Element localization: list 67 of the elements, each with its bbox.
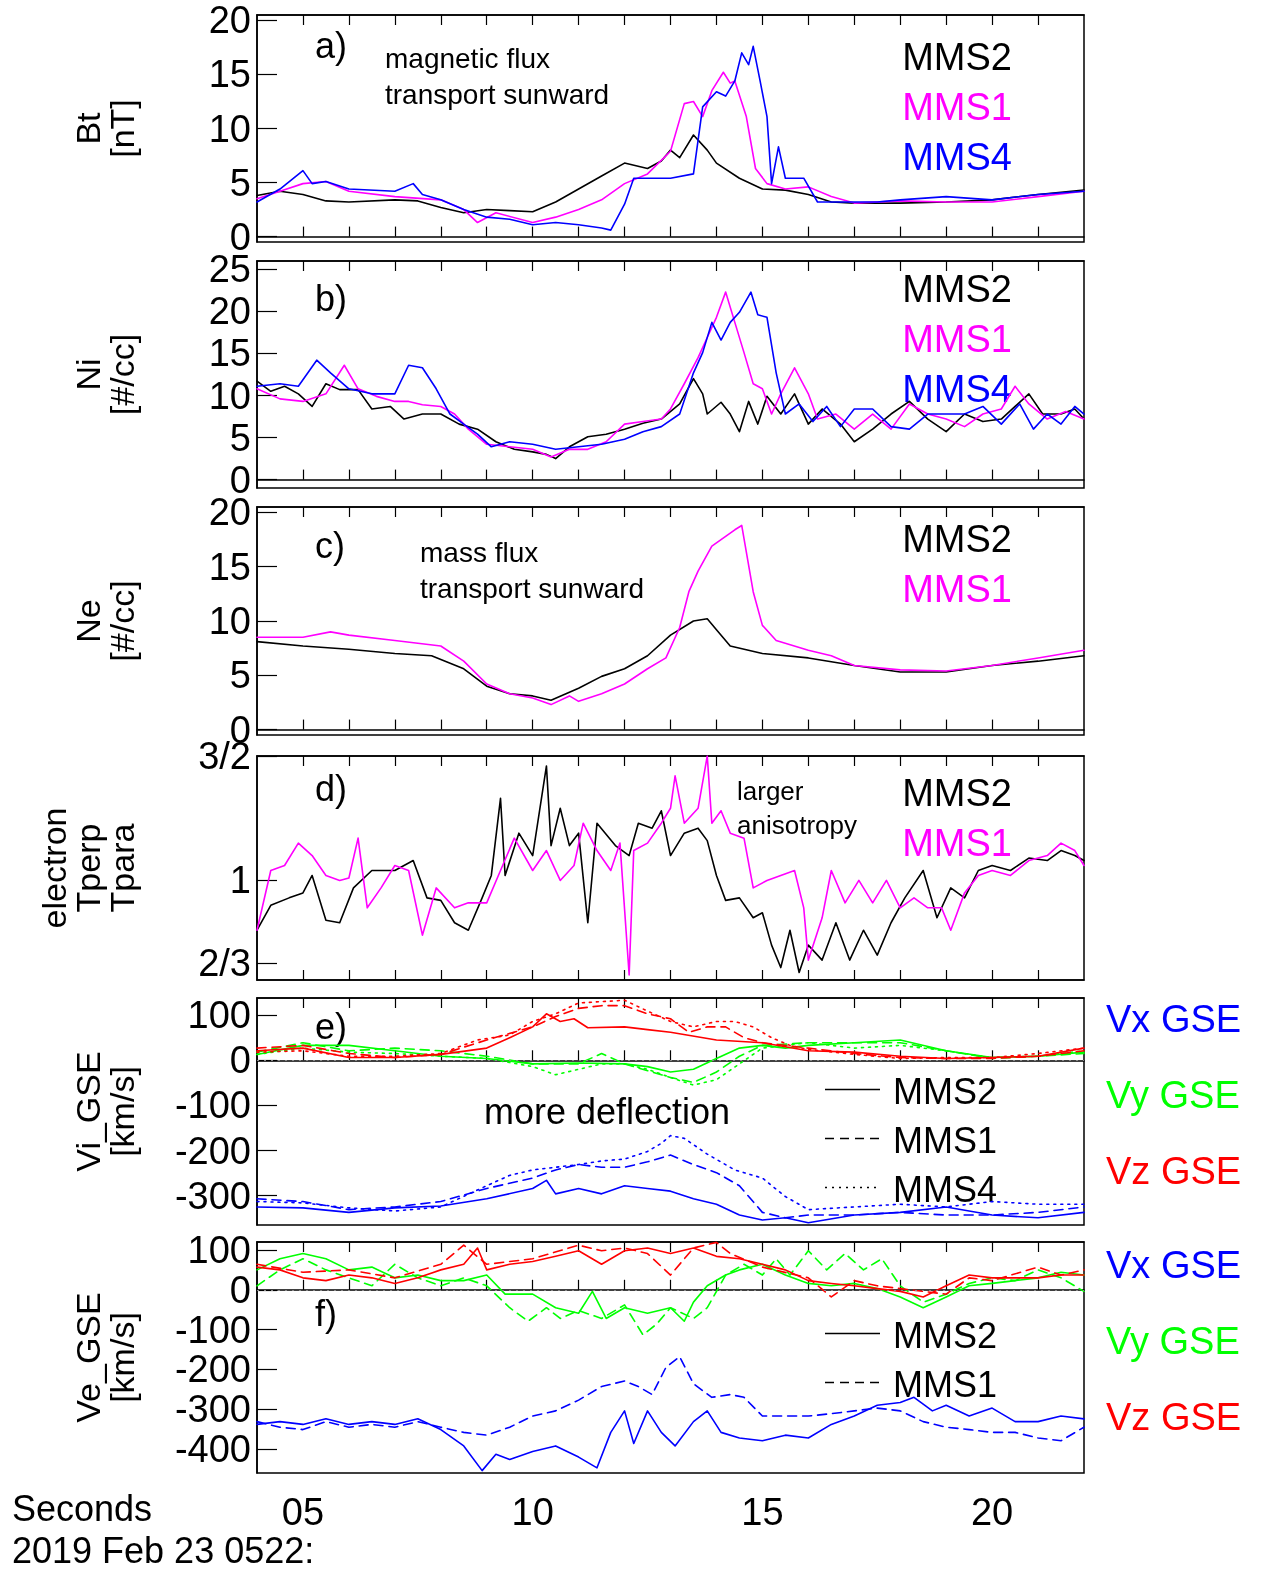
y-axis-title: Bt [nT] xyxy=(69,99,141,158)
y-tick-label: -200 xyxy=(174,1129,251,1172)
legend-label: MMS2 xyxy=(902,518,1013,560)
legend-label: MMS2 xyxy=(902,36,1013,78)
y-tick-label: 1 xyxy=(229,859,251,902)
series-label: MMS1 xyxy=(902,86,1013,128)
text: Vx GSE xyxy=(1106,998,1242,1040)
x-tick-label: 15 xyxy=(741,1491,784,1533)
y-tick-label: -200 xyxy=(174,1348,251,1391)
y-tick-label: 2/3 xyxy=(198,942,251,985)
legend-label: MMS2 xyxy=(902,772,1013,814)
annotation: MMS2 xyxy=(893,1315,998,1356)
annotation: MMS1 xyxy=(893,1120,998,1161)
series-label: MMS1 xyxy=(902,318,1013,360)
y-tick-label: -100 xyxy=(174,1084,251,1127)
annotation: mass flux transport sunward xyxy=(420,536,645,604)
text: Vz GSE xyxy=(1106,1396,1242,1438)
text: 2019 Feb 23 0522: xyxy=(12,1530,315,1570)
annotation: more deflection xyxy=(484,1091,731,1132)
y-axis-title: Ni [#/cc] xyxy=(69,333,141,416)
annotation: e) xyxy=(315,1006,348,1047)
y-tick-label: 100 xyxy=(187,1228,251,1271)
y-tick-label: 0 xyxy=(229,1268,251,1311)
annotation: MMS4 xyxy=(893,1169,998,1210)
series-label: MMS1 xyxy=(902,822,1013,864)
y-tick-label: -100 xyxy=(174,1308,251,1351)
series-label: MMS4 xyxy=(902,136,1013,178)
annotation: b) xyxy=(315,278,348,319)
y-tick-label: 10 xyxy=(208,107,251,150)
text: Vz GSE xyxy=(1106,1150,1242,1192)
y-tick-label: 5 xyxy=(229,654,251,697)
y-tick-label: 5 xyxy=(229,416,251,459)
y-tick-label: 15 xyxy=(208,545,251,588)
y-tick-label: 15 xyxy=(208,53,251,96)
annotation: f) xyxy=(315,1293,337,1334)
series-label: MMS1 xyxy=(902,568,1013,610)
y-tick-label: 20 xyxy=(208,290,251,333)
x-tick-label: 05 xyxy=(281,1491,325,1533)
y-tick-label: 20 xyxy=(208,0,251,42)
x-tick-label: 10 xyxy=(511,1491,554,1533)
x-tick-label: 20 xyxy=(970,1491,1014,1533)
y-tick-label: -400 xyxy=(174,1428,251,1471)
annotation: MMS1 xyxy=(893,1364,998,1405)
y-axis-title: Ve_GSE [km/s] xyxy=(69,1292,141,1423)
annotation: c) xyxy=(315,525,345,566)
text: Vx GSE xyxy=(1106,1244,1242,1286)
series-label: Vy GSE xyxy=(1106,1320,1240,1362)
annotation: larger anisotropy xyxy=(737,776,857,840)
y-tick-label: -300 xyxy=(174,1388,251,1431)
y-tick-label: 15 xyxy=(208,332,251,375)
legend-label: MMS2 xyxy=(902,268,1013,310)
y-tick-label: 10 xyxy=(208,374,251,417)
y-tick-label: 5 xyxy=(229,161,251,204)
annotation: MMS2 xyxy=(893,1071,998,1112)
series-label: Vy GSE xyxy=(1106,1074,1240,1116)
y-tick-label: 10 xyxy=(208,600,251,642)
series-label: MMS4 xyxy=(902,368,1013,410)
y-axis-title: electron Tperp Tpara xyxy=(35,807,141,929)
y-axis-title: Ne [#/cc] xyxy=(69,580,141,662)
y-tick-label: -300 xyxy=(174,1174,251,1217)
y-axis-title: Vi_GSE [km/s] xyxy=(69,1051,141,1172)
annotation: d) xyxy=(315,768,348,809)
annotation: magnetic flux transport sunward xyxy=(385,42,610,110)
y-tick-label: 0 xyxy=(229,1039,251,1082)
x-axis-title: Seconds xyxy=(12,1487,153,1529)
annotation: a) xyxy=(315,25,348,66)
y-tick-label: 100 xyxy=(187,994,251,1037)
